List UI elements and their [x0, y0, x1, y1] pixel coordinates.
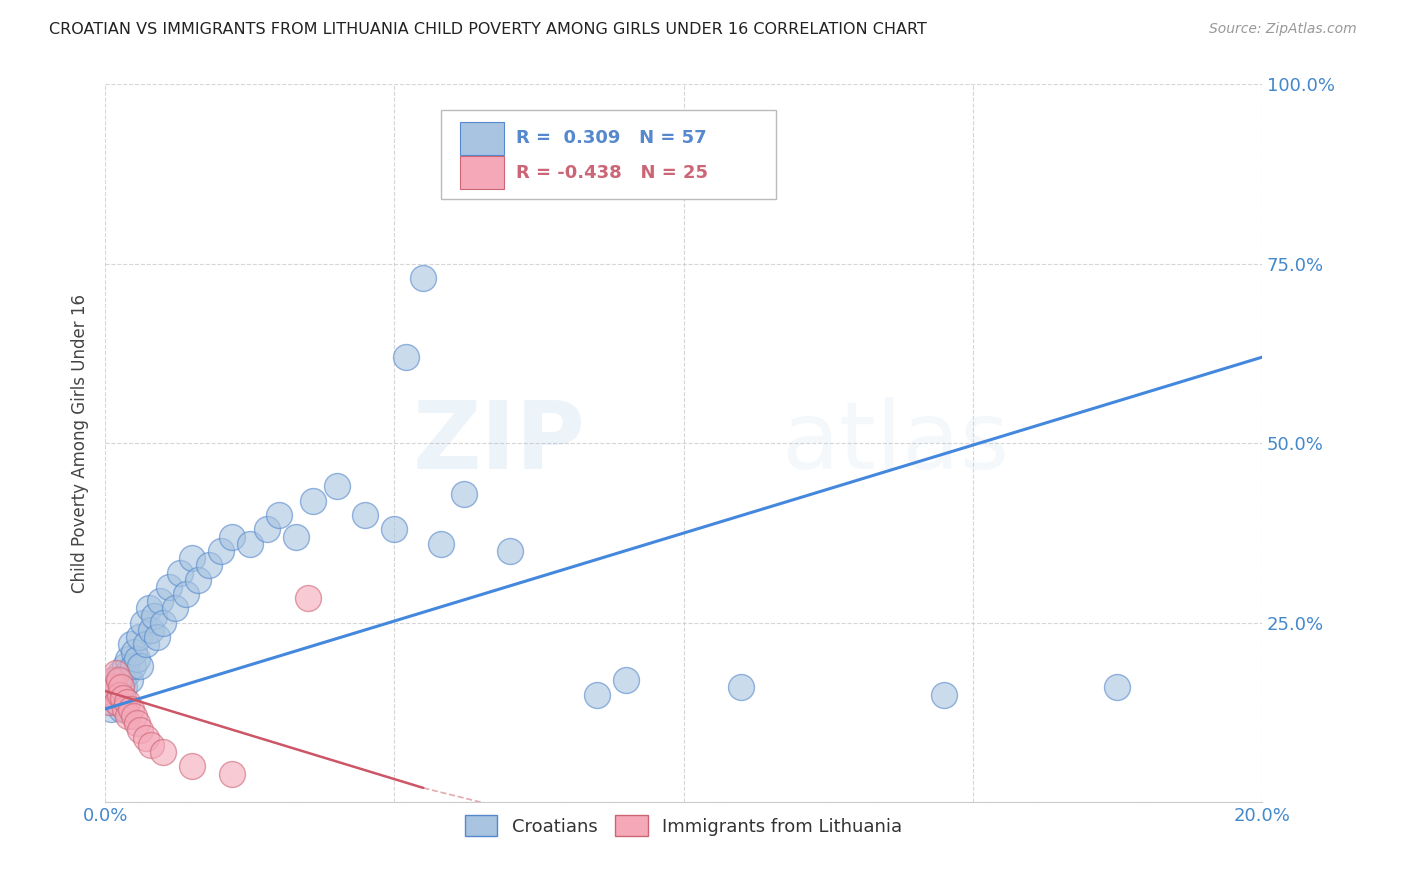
- Point: [152, 745, 174, 759]
- Point: [96, 684, 118, 698]
- Point: [143, 608, 166, 623]
- Point: [256, 523, 278, 537]
- Point: [149, 594, 172, 608]
- Point: [453, 486, 475, 500]
- Point: [267, 508, 290, 523]
- Point: [169, 566, 191, 580]
- Point: [122, 709, 145, 723]
- Point: [125, 651, 148, 665]
- Point: [107, 681, 129, 695]
- Point: [730, 681, 752, 695]
- Point: [98, 681, 121, 695]
- Point: [101, 681, 124, 695]
- Point: [98, 695, 121, 709]
- Point: [129, 723, 152, 738]
- Point: [108, 688, 131, 702]
- Point: [105, 695, 128, 709]
- Point: [614, 673, 637, 688]
- Text: Source: ZipAtlas.com: Source: ZipAtlas.com: [1209, 22, 1357, 37]
- Point: [174, 587, 197, 601]
- Point: [181, 551, 204, 566]
- Point: [221, 530, 243, 544]
- Point: [101, 673, 124, 688]
- Point: [110, 681, 132, 695]
- Point: [141, 623, 163, 637]
- Point: [135, 637, 157, 651]
- Point: [157, 580, 180, 594]
- Point: [97, 688, 120, 702]
- Point: [146, 630, 169, 644]
- Point: [120, 702, 142, 716]
- Point: [120, 673, 142, 688]
- Point: [125, 716, 148, 731]
- Point: [111, 691, 134, 706]
- Point: [104, 666, 127, 681]
- Point: [97, 695, 120, 709]
- Point: [120, 637, 142, 651]
- Point: [100, 688, 122, 702]
- Point: [103, 688, 125, 702]
- Point: [412, 271, 434, 285]
- Point: [187, 573, 209, 587]
- Legend: Croatians, Immigrants from Lithuania: Croatians, Immigrants from Lithuania: [457, 808, 910, 844]
- Point: [1107, 681, 1129, 695]
- Point: [325, 479, 347, 493]
- Point: [114, 702, 136, 716]
- Point: [135, 731, 157, 745]
- Point: [115, 695, 138, 709]
- Point: [117, 651, 139, 665]
- Text: R = -0.438   N = 25: R = -0.438 N = 25: [516, 164, 707, 182]
- Point: [198, 558, 221, 573]
- Point: [239, 537, 262, 551]
- Point: [141, 738, 163, 752]
- Point: [138, 601, 160, 615]
- Text: CROATIAN VS IMMIGRANTS FROM LITHUANIA CHILD POVERTY AMONG GIRLS UNDER 16 CORRELA: CROATIAN VS IMMIGRANTS FROM LITHUANIA CH…: [49, 22, 927, 37]
- Point: [152, 615, 174, 630]
- Point: [107, 673, 129, 688]
- Point: [285, 530, 308, 544]
- Point: [112, 681, 135, 695]
- Point: [108, 666, 131, 681]
- Point: [110, 702, 132, 716]
- Bar: [460, 122, 505, 155]
- Point: [221, 766, 243, 780]
- FancyBboxPatch shape: [440, 110, 776, 199]
- Point: [429, 537, 451, 551]
- Point: [115, 666, 138, 681]
- Point: [209, 544, 232, 558]
- Point: [122, 659, 145, 673]
- Point: [354, 508, 377, 523]
- Point: [100, 702, 122, 716]
- Bar: [460, 156, 505, 188]
- Point: [132, 615, 155, 630]
- Point: [128, 630, 150, 644]
- Point: [117, 709, 139, 723]
- Point: [499, 544, 522, 558]
- Point: [105, 695, 128, 709]
- Point: [122, 644, 145, 658]
- Text: ZIP: ZIP: [412, 397, 585, 490]
- Point: [395, 350, 418, 364]
- Point: [302, 493, 325, 508]
- Point: [103, 681, 125, 695]
- Point: [129, 659, 152, 673]
- Point: [384, 523, 406, 537]
- Text: atlas: atlas: [782, 397, 1010, 490]
- Point: [104, 673, 127, 688]
- Point: [297, 591, 319, 605]
- Point: [932, 688, 955, 702]
- Y-axis label: Child Poverty Among Girls Under 16: Child Poverty Among Girls Under 16: [72, 293, 89, 593]
- Point: [181, 759, 204, 773]
- Point: [585, 688, 607, 702]
- Point: [111, 673, 134, 688]
- Text: R =  0.309   N = 57: R = 0.309 N = 57: [516, 128, 706, 146]
- Point: [163, 601, 186, 615]
- Point: [114, 659, 136, 673]
